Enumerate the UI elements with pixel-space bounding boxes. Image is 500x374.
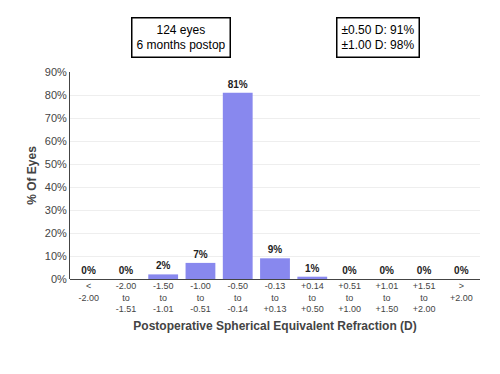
- svg-text:0%: 0%: [454, 265, 469, 276]
- svg-text:1%: 1%: [305, 263, 320, 274]
- svg-text:80%: 80%: [45, 89, 67, 101]
- svg-text:>+2.00: >+2.00: [450, 281, 473, 303]
- svg-text:-1.50to-1.01: -1.50to-1.01: [153, 281, 174, 314]
- svg-text:81%: 81%: [228, 79, 248, 90]
- svg-text:30%: 30%: [45, 204, 67, 216]
- svg-text:10%: 10%: [45, 250, 67, 262]
- svg-text:0%: 0%: [417, 265, 432, 276]
- svg-text:+0.51to+1.00: +0.51to+1.00: [338, 281, 361, 314]
- svg-text:0%: 0%: [51, 273, 67, 285]
- svg-text:20%: 20%: [45, 227, 67, 239]
- svg-text:7%: 7%: [193, 249, 208, 260]
- svg-text:+1.01to+1.50: +1.01to+1.50: [375, 281, 398, 314]
- svg-text:<-2.00: <-2.00: [78, 281, 99, 303]
- svg-text:-1.00to-0.51: -1.00to-0.51: [190, 281, 211, 314]
- svg-text:-0.13to+0.13: -0.13to+0.13: [264, 281, 287, 314]
- svg-text:-0.50to-0.14: -0.50to-0.14: [227, 281, 248, 314]
- svg-text:50%: 50%: [45, 158, 67, 170]
- svg-text:±0.50 D: 91%±1.00 D: 98%: ±0.50 D: 91%±1.00 D: 98%: [342, 23, 415, 53]
- svg-text:0%: 0%: [81, 265, 96, 276]
- svg-text:0%: 0%: [380, 265, 395, 276]
- svg-text:124 eyes6 months postop: 124 eyes6 months postop: [137, 23, 226, 53]
- svg-text:-2.00to-1.51: -2.00to-1.51: [116, 281, 137, 314]
- svg-text:Postoperative Spherical Equiva: Postoperative Spherical Equivalent Refra…: [133, 319, 416, 333]
- svg-text:+1.51to+2.00: +1.51to+2.00: [413, 281, 436, 314]
- svg-text:0%: 0%: [342, 265, 357, 276]
- svg-text:60%: 60%: [45, 135, 67, 147]
- svg-text:2%: 2%: [156, 260, 171, 271]
- svg-text:40%: 40%: [45, 181, 67, 193]
- svg-text:9%: 9%: [268, 244, 283, 255]
- svg-text:70%: 70%: [45, 112, 67, 124]
- svg-text:+0.14to+0.50: +0.14to+0.50: [301, 281, 324, 314]
- svg-text:0%: 0%: [119, 265, 134, 276]
- svg-text:% Of Eyes: % Of Eyes: [25, 146, 39, 205]
- svg-text:90%: 90%: [45, 66, 67, 78]
